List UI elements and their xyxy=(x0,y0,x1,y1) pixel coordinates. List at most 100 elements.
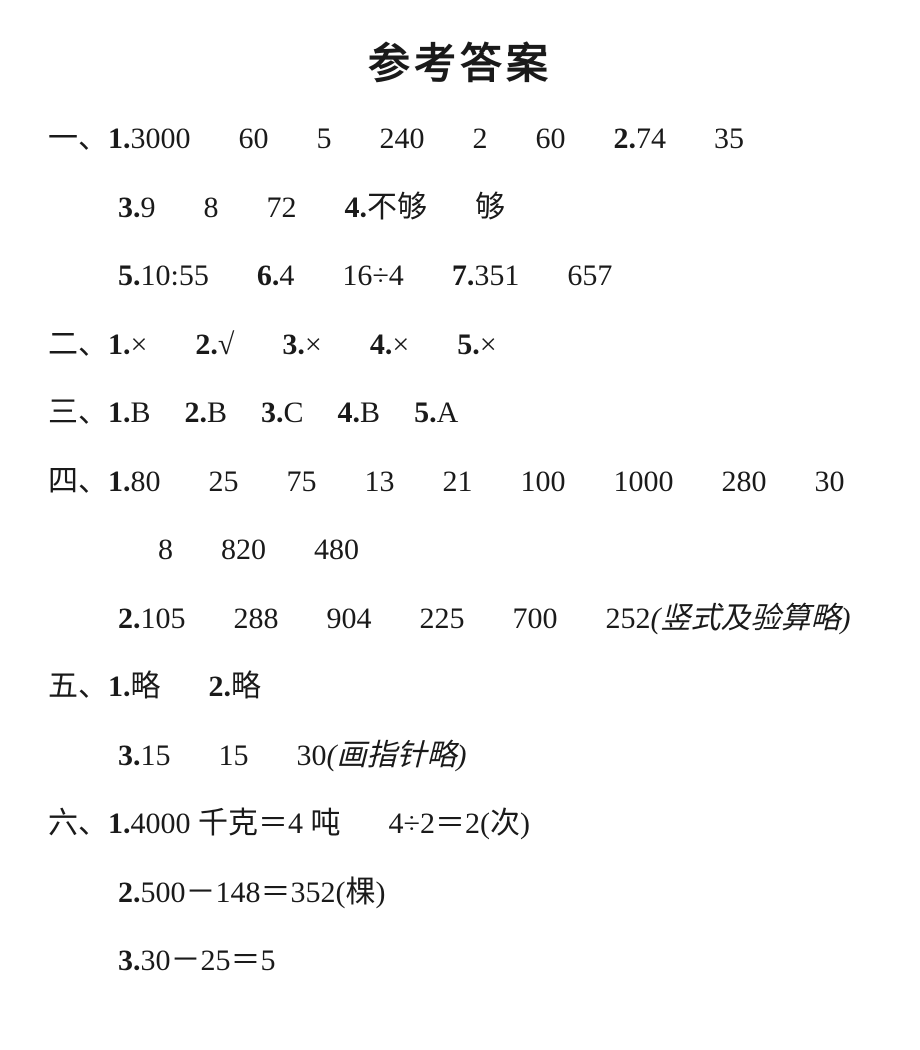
answer-value: 10:55 xyxy=(141,259,209,292)
answer-note: (画指针略) xyxy=(327,739,467,772)
answer-value: 280 xyxy=(722,465,767,498)
answer-key-page: 参考答案 一、1.30006052402602.7435 3.98724.不够够… xyxy=(0,0,920,1050)
answer-value: 不够 xyxy=(367,191,427,224)
answer-note: (竖式及验算略) xyxy=(651,602,851,635)
answer-value: 4 xyxy=(279,259,294,292)
q-number: 1. xyxy=(108,465,131,498)
answer-value: 15 xyxy=(219,739,249,772)
section-3-lead: 三、 xyxy=(48,396,108,429)
answer-value: 105 xyxy=(141,602,186,635)
section-6-line-3: 3.30－25＝5 xyxy=(48,941,872,982)
answer-value: 74 xyxy=(636,122,666,155)
answer-value: 16÷4 xyxy=(342,259,403,292)
q-number: 3. xyxy=(261,396,284,429)
answer-value: × xyxy=(305,328,322,361)
q-number: 2. xyxy=(614,122,637,155)
answer-value: B xyxy=(131,396,151,429)
section-6-line-1: 六、1.4000 千克＝4 吨4÷2＝2(次) xyxy=(48,804,872,845)
q-number: 7. xyxy=(452,259,475,292)
q-number: 5. xyxy=(414,396,437,429)
section-1-line-2: 3.9 8 72 4.不够 够 xyxy=(48,188,872,229)
q-number: 4. xyxy=(345,191,368,224)
answer-value: B xyxy=(360,396,380,429)
answer-value: 75 xyxy=(287,465,317,498)
answer-value: 904 xyxy=(327,602,372,635)
answer-value: 5 xyxy=(317,122,332,155)
answer-value: 60 xyxy=(536,122,566,155)
answer-value: √ xyxy=(218,328,234,361)
q-number: 2. xyxy=(118,602,141,635)
answer-value: 35 xyxy=(714,122,744,155)
q-number: 3. xyxy=(118,739,141,772)
answer-value: 820 xyxy=(221,533,266,566)
q-number: 3. xyxy=(118,944,141,977)
section-5-line-2: 3.151530(画指针略) xyxy=(48,736,872,777)
q-number: 1. xyxy=(108,328,131,361)
answer-value: 8 xyxy=(204,191,219,224)
section-2-lead: 二、 xyxy=(48,328,108,361)
answer-value: 700 xyxy=(513,602,558,635)
section-6-line-2: 2.500－148＝352(棵) xyxy=(48,873,872,914)
answer-value: 13 xyxy=(365,465,395,498)
answer-value: 480 xyxy=(314,533,359,566)
answer-value: 240 xyxy=(380,122,425,155)
answer-value: 30 xyxy=(815,465,845,498)
answer-value: 288 xyxy=(234,602,279,635)
answer-value: 100 xyxy=(521,465,566,498)
answer-value: 72 xyxy=(267,191,297,224)
section-4-line-3: 2.105 288 904 225 700 252(竖式及验算略) xyxy=(48,599,872,640)
answer-value: 1000 xyxy=(614,465,674,498)
answer-value: 30－25＝5 xyxy=(141,944,276,977)
answer-value: 3000 xyxy=(131,122,191,155)
answer-value: 225 xyxy=(420,602,465,635)
answer-value: 15 xyxy=(141,739,171,772)
answer-value: 80 xyxy=(131,465,161,498)
q-number: 5. xyxy=(118,259,141,292)
q-number: 2. xyxy=(209,670,232,703)
section-6-lead: 六、 xyxy=(48,807,108,840)
answer-value: 30 xyxy=(297,739,327,772)
answer-value: 略 xyxy=(131,670,161,703)
q-number: 2. xyxy=(195,328,218,361)
answer-value: 60 xyxy=(239,122,269,155)
q-number: 5. xyxy=(457,328,480,361)
answer-value: 8 xyxy=(158,533,173,566)
q-number: 3. xyxy=(282,328,305,361)
answer-value: 4÷2＝2(次) xyxy=(389,807,530,840)
page-title: 参考答案 xyxy=(48,30,872,91)
answer-value: × xyxy=(480,328,497,361)
q-number: 1. xyxy=(108,670,131,703)
q-number: 4. xyxy=(370,328,393,361)
answer-value: 500－148＝352(棵) xyxy=(141,876,386,909)
q-number: 1. xyxy=(108,396,131,429)
answer-value: 9 xyxy=(141,191,156,224)
answer-value: × xyxy=(392,328,409,361)
answer-value: 351 xyxy=(474,259,519,292)
answer-value: 够 xyxy=(475,191,505,224)
answer-value: A xyxy=(437,396,459,429)
answer-value: × xyxy=(131,328,148,361)
section-4-lead: 四、 xyxy=(48,465,108,498)
answer-value: 657 xyxy=(567,259,612,292)
q-number: 3. xyxy=(118,191,141,224)
answer-value: 252 xyxy=(606,602,651,635)
q-number: 1. xyxy=(108,807,131,840)
section-1-line-1: 一、1.3000 60 5 240 2 60 2.74 35 xyxy=(48,119,872,160)
answer-value: 25 xyxy=(209,465,239,498)
section-1-line-3: 5.10:55 6.4 16÷4 7.351 657 xyxy=(48,256,872,297)
answer-value: C xyxy=(284,396,304,429)
q-number: 1. xyxy=(108,122,131,155)
answer-value: B xyxy=(207,396,227,429)
answer-value: 21 xyxy=(443,465,473,498)
answer-value: 2 xyxy=(473,122,488,155)
q-number: 6. xyxy=(257,259,280,292)
section-5-line-1: 五、1.略2.略 xyxy=(48,667,872,708)
section-3-line: 三、1.B2.B3.C4.B5.A xyxy=(48,393,872,434)
section-1-lead: 一、 xyxy=(48,122,108,155)
q-number: 4. xyxy=(338,396,361,429)
section-4-line-2: 8 820 480 xyxy=(48,530,872,571)
q-number: 2. xyxy=(185,396,208,429)
section-2-line: 二、1.×2.√3.×4.×5.× xyxy=(48,325,872,366)
answer-value: 略 xyxy=(231,670,261,703)
q-number: 2. xyxy=(118,876,141,909)
